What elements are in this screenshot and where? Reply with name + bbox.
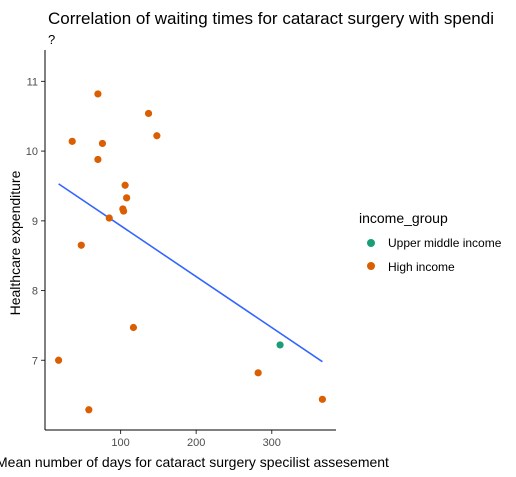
data-point [94, 90, 102, 98]
data-point [123, 194, 131, 202]
x-tick-label: 200 [187, 437, 205, 449]
legend-title: income_group [359, 210, 448, 226]
y-tick-label: 11 [27, 76, 38, 88]
y-tick-label: 10 [26, 146, 38, 158]
legend-label-upper-middle-income: Upper middle income [388, 236, 502, 250]
y-tick-label: 8 [32, 286, 38, 298]
x-tick-label: 300 [263, 437, 281, 449]
data-point [105, 214, 113, 222]
data-point [121, 181, 129, 189]
data-point [98, 139, 107, 148]
data-point [85, 406, 93, 414]
x-tick-label: 100 [111, 437, 129, 449]
legend-label-high-income: High income [388, 260, 455, 274]
data-point [276, 341, 284, 349]
data-point [254, 369, 262, 377]
legend-key-high-income [367, 262, 375, 270]
chart-subtitle: ? [48, 32, 55, 47]
data-point [120, 207, 128, 215]
y-axis-title: Healthcare expenditure [7, 170, 23, 315]
data-point [129, 323, 138, 332]
data-point [55, 356, 63, 364]
chart-title: Correlation of waiting times for catarac… [48, 9, 494, 28]
x-axis-ticks: 100 200 300 [111, 430, 281, 449]
data-point [153, 132, 161, 140]
data-points [55, 90, 326, 414]
legend: income_group Upper middle income High in… [359, 210, 502, 274]
data-point [94, 155, 102, 164]
y-axis-ticks: 7 8 9 10 11 [26, 76, 45, 367]
y-tick-label: 9 [32, 216, 38, 228]
x-axis-title: Mean number of days for cataract surgery… [0, 454, 389, 470]
legend-key-upper-middle-income [367, 239, 375, 247]
data-point [144, 109, 153, 118]
y-tick-label: 7 [32, 355, 38, 367]
data-point [318, 395, 326, 403]
trend-line [58, 183, 323, 363]
data-point [68, 137, 76, 145]
data-point [77, 241, 85, 249]
